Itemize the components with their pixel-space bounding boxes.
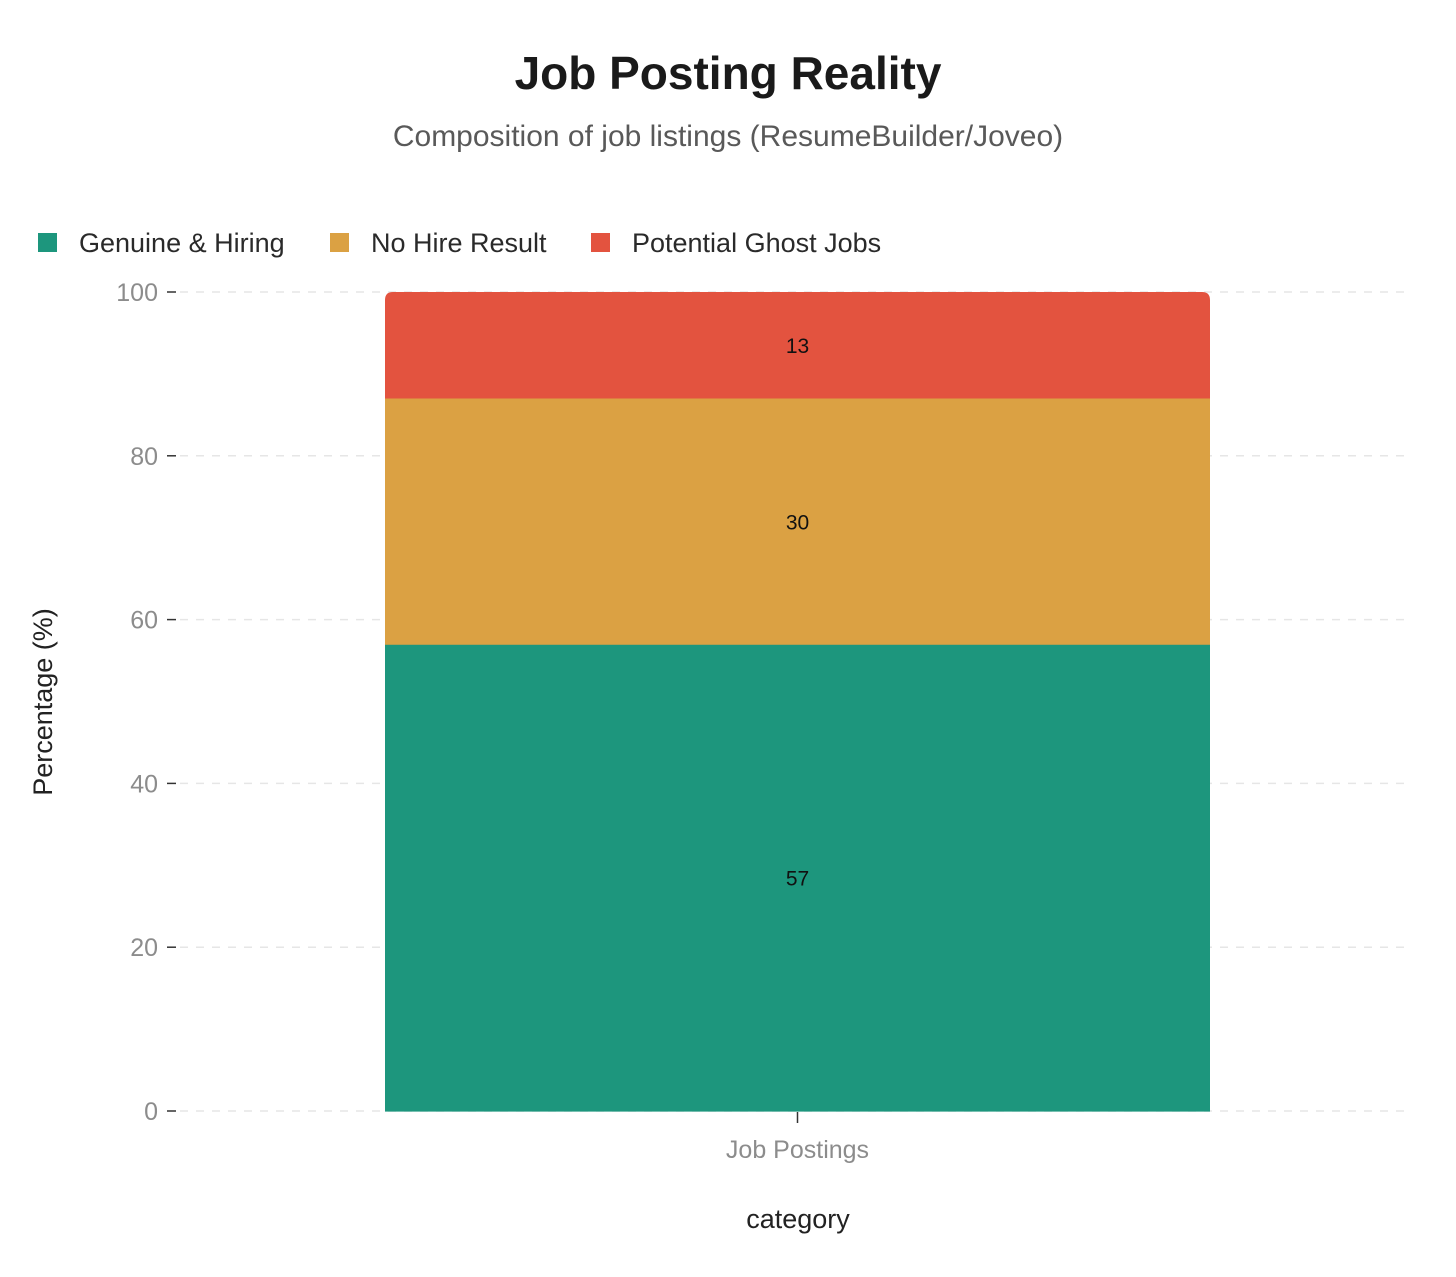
legend-label-potential-ghost-jobs: Potential Ghost Jobs (632, 228, 881, 258)
x-tick-label-0: Job Postings (726, 1136, 869, 1164)
legend-swatch-potential-ghost-jobs (591, 233, 610, 252)
data-label-potential-ghost-jobs: 13 (786, 335, 809, 358)
chart-subtitle: Composition of job listings (ResumeBuild… (393, 120, 1063, 153)
bar-segment-genuine-hiring (385, 644, 1210, 1112)
y-axis: 0 20 40 60 80 100 (116, 279, 176, 1126)
y-tick-label-80: 80 (130, 443, 158, 471)
chart-title: Job Posting Reality (515, 47, 942, 99)
data-labels: 57 30 13 (786, 335, 809, 890)
y-tick-label-60: 60 (130, 607, 158, 635)
x-axis-title: category (746, 1204, 850, 1234)
legend: Genuine & Hiring No Hire Result Potential … (38, 228, 881, 258)
y-axis-title: Percentage (%) (28, 608, 58, 796)
y-tick-label-0: 0 (144, 1098, 158, 1126)
y-tick-label-20: 20 (130, 934, 158, 962)
legend-item-no-hire-result: No Hire Result (330, 228, 547, 258)
data-label-genuine-hiring: 57 (786, 868, 809, 891)
bar-segment-no-hire-result (385, 398, 1210, 645)
legend-swatch-no-hire-result (330, 233, 349, 252)
y-tick-label-40: 40 (130, 770, 158, 798)
x-axis: Job Postings (726, 1112, 869, 1164)
data-label-no-hire-result: 30 (786, 511, 809, 534)
legend-swatch-genuine-hiring (38, 233, 57, 252)
bar-segment-potential-ghost-jobs (385, 292, 1210, 399)
legend-item-genuine-hiring: Genuine & Hiring (38, 228, 285, 258)
legend-label-no-hire-result: No Hire Result (371, 228, 547, 258)
legend-label-genuine-hiring: Genuine & Hiring (79, 228, 285, 258)
bar-stack (385, 292, 1210, 1112)
legend-item-potential-ghost-jobs: Potential Ghost Jobs (591, 228, 881, 258)
y-tick-label-100: 100 (116, 279, 158, 307)
